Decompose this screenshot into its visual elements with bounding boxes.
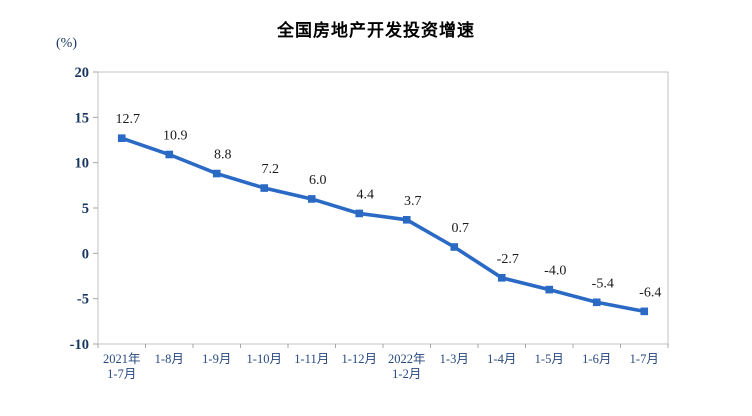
x-tick-label: 1-3月 xyxy=(440,352,469,366)
data-point-marker xyxy=(307,195,316,203)
data-point-label: 10.9 xyxy=(163,129,188,144)
x-tick-label: 1-10月 xyxy=(247,352,282,366)
data-point-label: 6.0 xyxy=(309,173,327,188)
data-point-label: 4.4 xyxy=(357,187,375,202)
data-point-label: -6.4 xyxy=(639,285,661,300)
line-series xyxy=(121,136,645,314)
data-point-marker xyxy=(450,243,459,251)
x-tick-label: 1-9月 xyxy=(202,352,231,366)
data-point-label: 7.2 xyxy=(262,162,280,177)
y-tick-label: -10 xyxy=(70,337,89,353)
data-point-marker xyxy=(497,274,506,282)
x-tick-label: 1-8月 xyxy=(155,352,184,366)
data-point-label: -2.7 xyxy=(497,252,519,267)
x-tick-label: 1-7月 xyxy=(630,352,659,366)
data-point-label: 3.7 xyxy=(404,194,422,209)
plot-border xyxy=(97,71,669,345)
data-point-marker xyxy=(640,307,649,316)
data-point-label: 8.8 xyxy=(214,148,232,163)
data-point-label: 0.7 xyxy=(452,221,470,236)
data-point-label: 12.7 xyxy=(116,112,141,127)
y-tick-label: -5 xyxy=(77,292,89,308)
y-tick-label: 20 xyxy=(75,65,90,81)
x-tick-label: 1-5月 xyxy=(535,352,564,366)
y-tick-label: 15 xyxy=(75,110,90,126)
y-tick-label: 5 xyxy=(82,201,89,217)
data-point-marker xyxy=(402,215,411,224)
x-tick-label: 1-4月 xyxy=(487,352,516,366)
data-point-marker xyxy=(117,134,126,142)
x-tick-label: 2022年 1-2月 xyxy=(388,352,426,381)
data-point-label: -4.0 xyxy=(544,264,566,279)
x-tick-label: 1-12月 xyxy=(342,352,377,366)
x-tick-label: 1-11月 xyxy=(294,352,329,366)
y-tick-label: 0 xyxy=(82,246,89,262)
x-tick-label: 2021年 1-7月 xyxy=(103,352,141,381)
data-point-marker xyxy=(355,209,364,218)
data-point-marker xyxy=(212,169,221,178)
y-axis-unit-label: (%) xyxy=(56,36,77,51)
data-point-marker xyxy=(545,285,554,294)
chart-title: 全国房地产开发投资增速 xyxy=(277,21,475,40)
data-point-label: -5.4 xyxy=(592,276,614,291)
data-point-marker xyxy=(165,150,174,159)
data-point-marker xyxy=(260,184,269,192)
y-tick-label: 10 xyxy=(75,156,90,172)
x-tick-label: 1-6月 xyxy=(582,352,611,366)
data-point-marker xyxy=(592,298,601,307)
